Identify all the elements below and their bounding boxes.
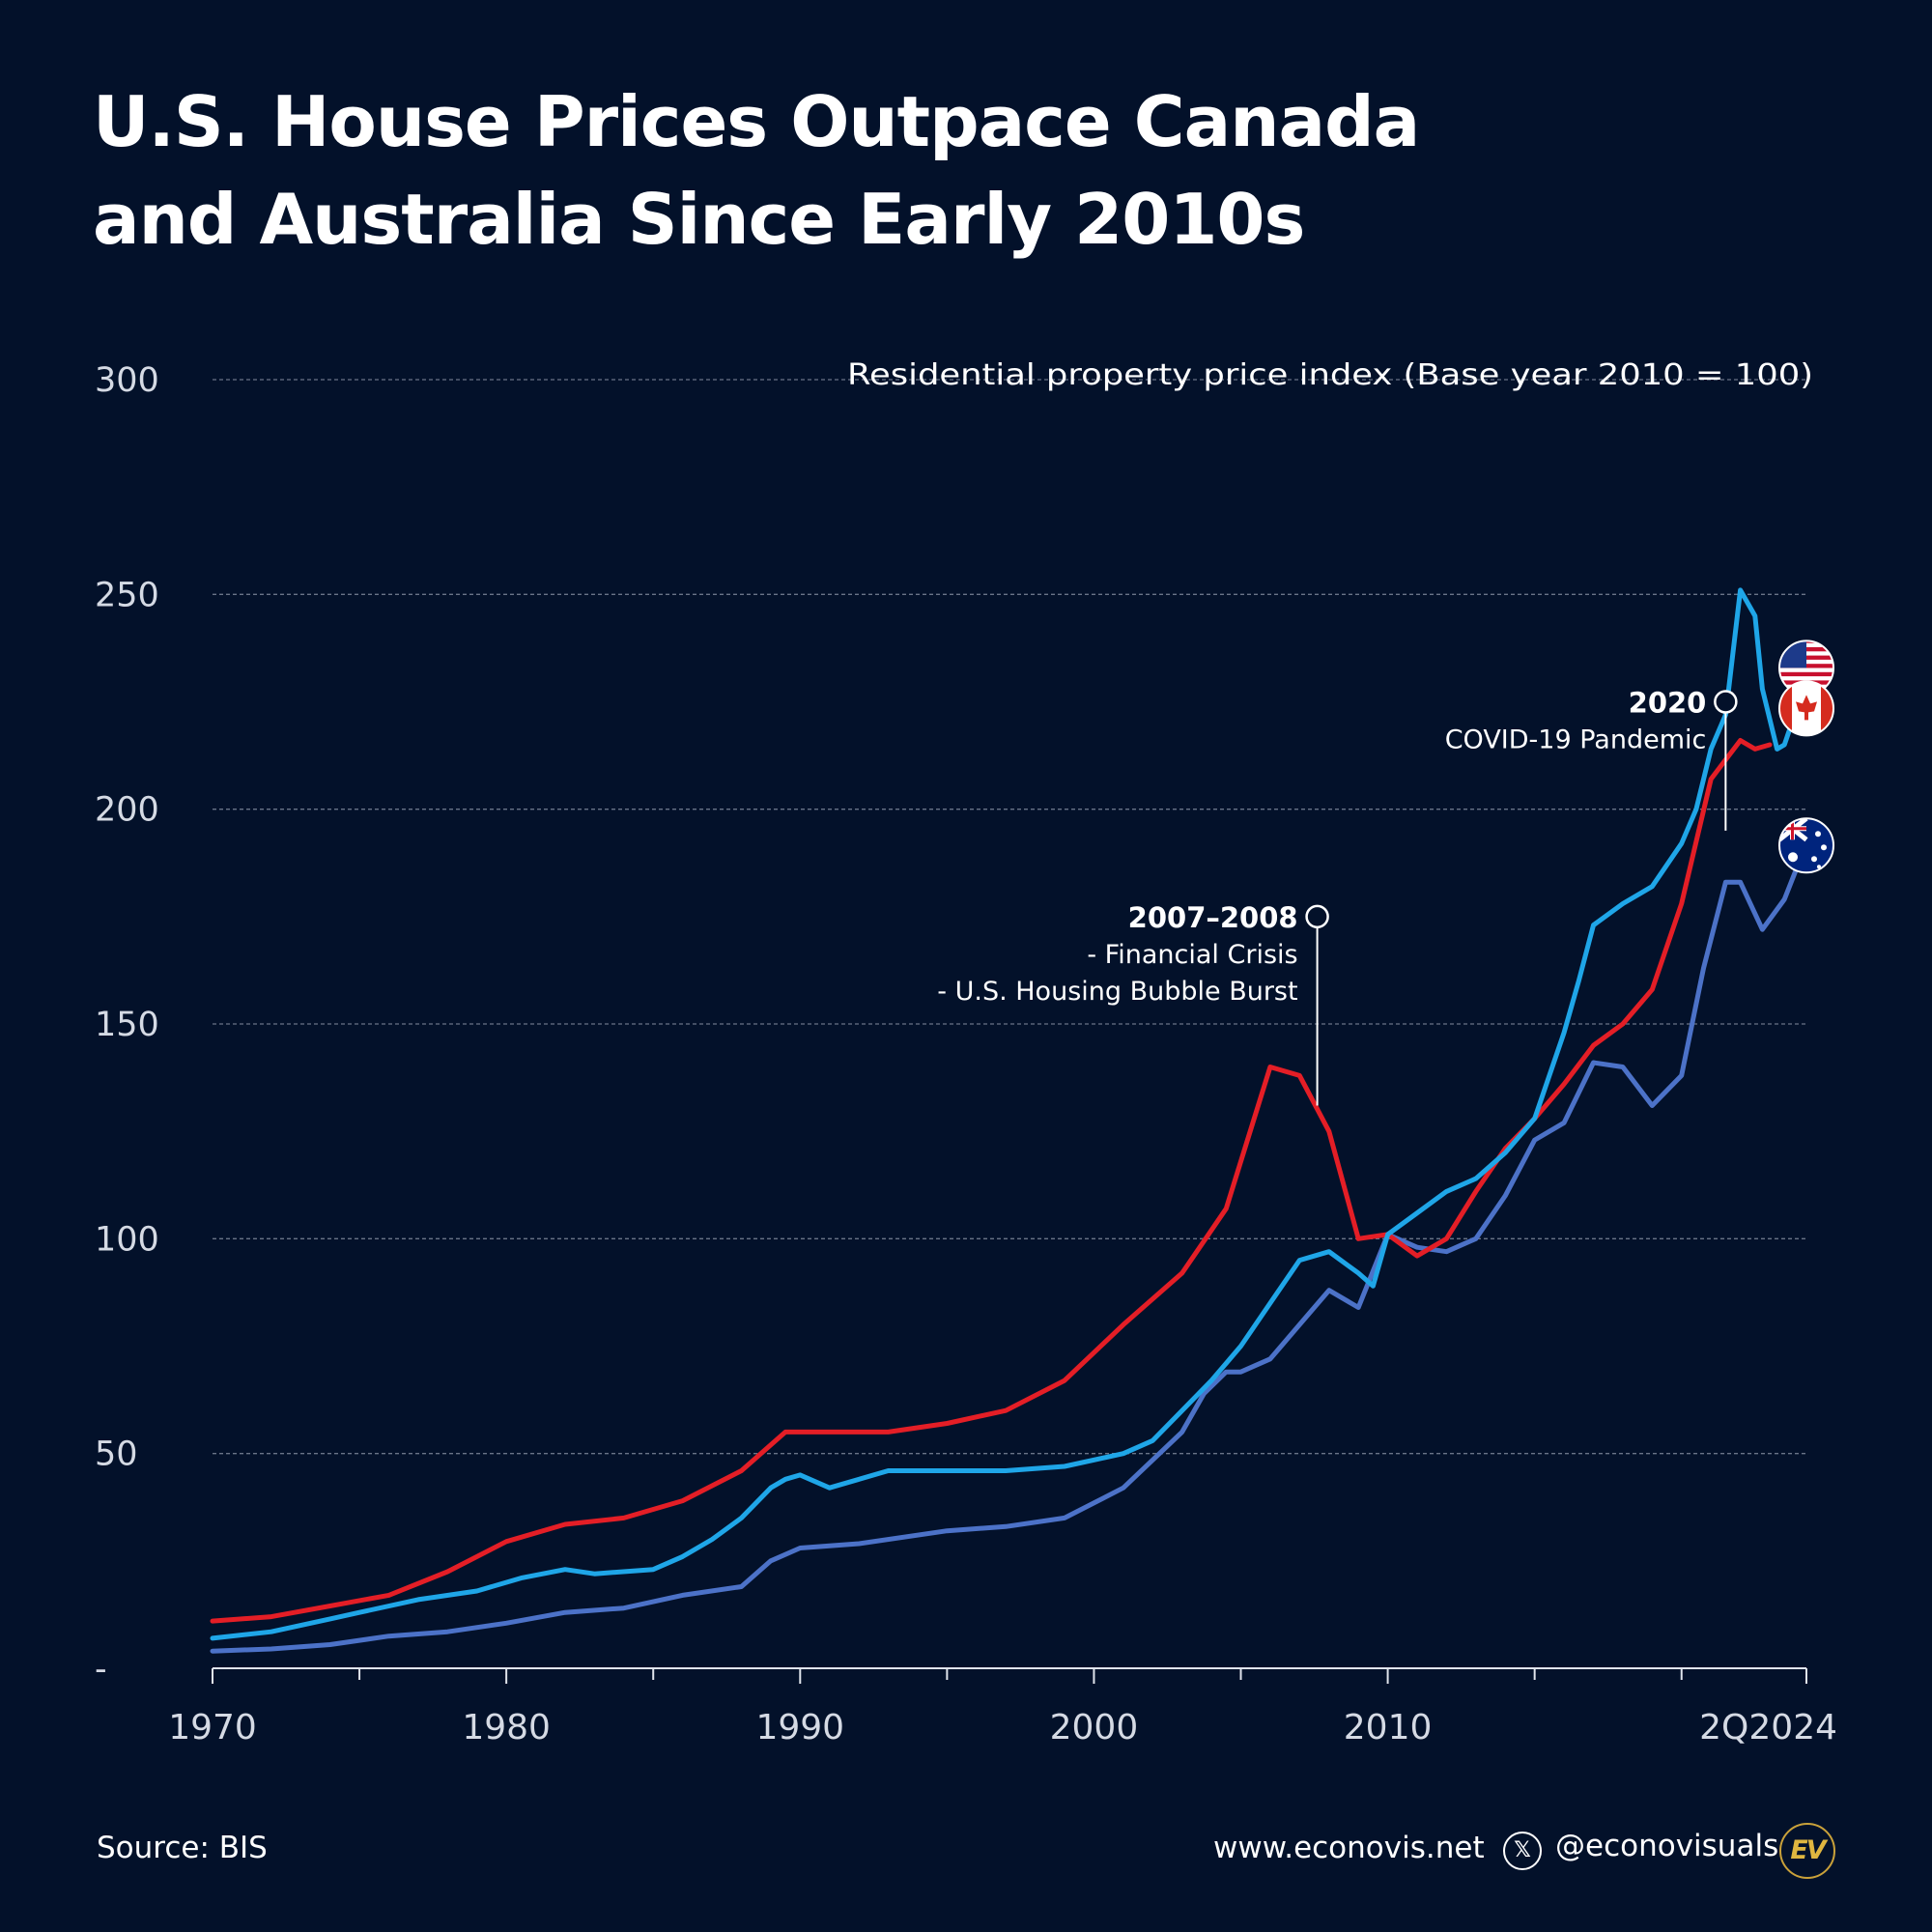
y-tick-label-0: -	[95, 1650, 107, 1689]
annotation-year-1: 2020	[1629, 687, 1707, 720]
series-layer	[210, 587, 1809, 1654]
ev-logo-icon: EV	[1779, 1823, 1835, 1879]
australia-flag-cross-red-v	[1791, 818, 1794, 840]
annotation-layer: 2007–2008 - Financial Crisis - U.S. Housin…	[937, 687, 1738, 1106]
x-tick-label-2000: 2000	[1050, 1708, 1139, 1747]
australia-flag	[1778, 817, 1834, 874]
annotation-year-0: 2007–2008	[1128, 901, 1298, 934]
australia-flag-ring	[1778, 817, 1834, 874]
canada-flag-body	[1779, 681, 1833, 736]
australia-flag-star-2	[1821, 844, 1827, 851]
y-tick-label-100: 100	[95, 1220, 159, 1259]
canada-flag	[1778, 680, 1834, 737]
y-tick-label-200: 200	[95, 791, 159, 830]
australia-flag-field	[1779, 818, 1833, 873]
us-flag-canton	[1779, 640, 1806, 668]
australia-flag-star-1	[1815, 831, 1821, 838]
website-link[interactable]: www.econovis.net	[1213, 1831, 1485, 1865]
x-tick-label-1980: 1980	[462, 1708, 551, 1747]
x-tick-label-1990: 1990	[755, 1708, 844, 1747]
australia-flag-star-3	[1811, 856, 1817, 863]
axis-layer: - 50 100 150 200 250 300 1970 1980 1990 2000 2010 2Q…	[95, 361, 1837, 1747]
y-axis-label: Residential property price index (Base y…	[847, 358, 1813, 392]
x-logo-icon: 𝕏	[1503, 1832, 1542, 1870]
series-line-canada	[210, 587, 1809, 1641]
y-tick-label-300: 300	[95, 361, 159, 400]
title-line-2: and Australia Since Early 2010s	[93, 179, 1305, 260]
annotation-marker-1	[1714, 690, 1738, 714]
annotation-text-0-1: - U.S. Housing Bubble Burst	[937, 977, 1297, 1007]
chart-title: U.S. House Prices Outpace Canada and Aus…	[93, 73, 1542, 269]
title-line-1: U.S. House Prices Outpace Canada	[93, 81, 1420, 162]
flag-layer	[1778, 639, 1834, 874]
australia-flag-star-4	[1817, 865, 1821, 869]
australia-flag-body	[1779, 818, 1833, 873]
series-line-united-states	[210, 738, 1773, 1624]
y-tick-label-250: 250	[95, 576, 159, 614]
annotation-text-1-0: COVID-19 Pandemic	[1445, 725, 1707, 755]
us-flag-stripe	[1779, 671, 1833, 677]
y-tick-label-50: 50	[95, 1435, 138, 1474]
social-handle[interactable]: @econovisuals	[1555, 1829, 1779, 1863]
grid-layer	[213, 379, 1806, 1455]
x-tick-label-2010: 2010	[1344, 1708, 1433, 1747]
source-text: Source: BIS	[97, 1831, 268, 1865]
annotation-marker-0	[1305, 904, 1329, 929]
x-tick-label-2Q2024: 2Q2024	[1699, 1708, 1837, 1747]
canada-flag-ring	[1778, 680, 1834, 737]
x-tick-label-1970: 1970	[168, 1708, 257, 1747]
annotation-text-0-0: - Financial Crisis	[1087, 940, 1297, 970]
maple-leaf-icon	[1796, 695, 1817, 721]
australia-flag-star-0	[1788, 852, 1798, 863]
y-tick-label-150: 150	[95, 1006, 159, 1044]
series-line-australia	[210, 840, 1809, 1654]
